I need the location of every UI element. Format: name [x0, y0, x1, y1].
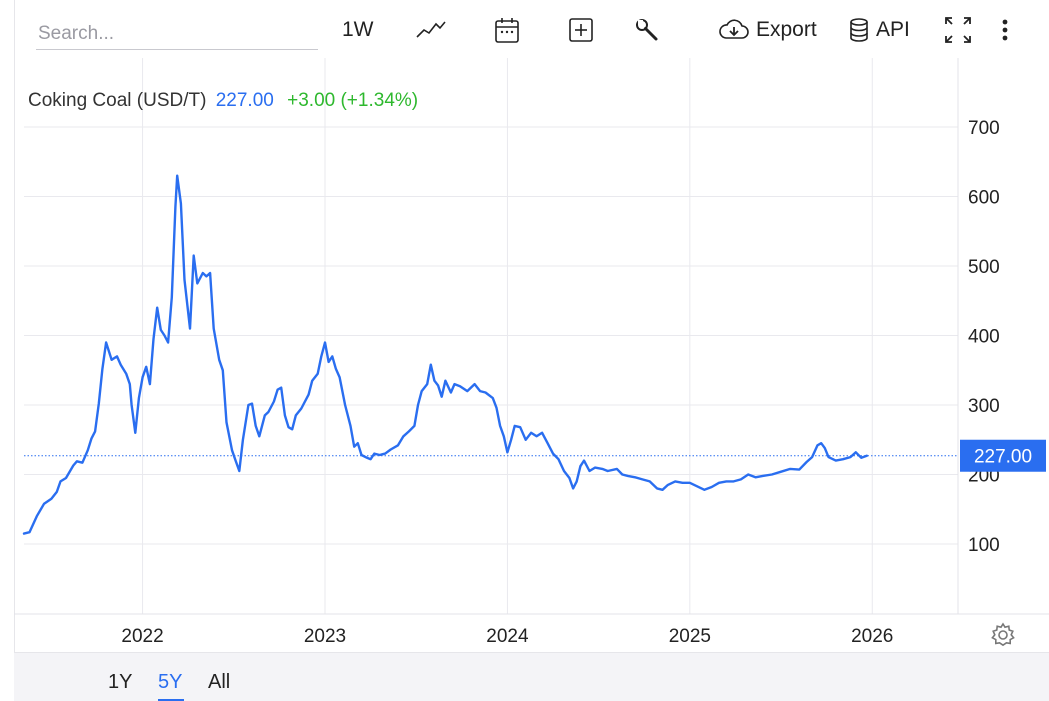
series-last-value: 227.00 [215, 90, 274, 111]
search-input[interactable] [36, 18, 318, 48]
settings-gear-icon[interactable] [990, 622, 1016, 648]
x-tick-label: 2023 [304, 626, 346, 647]
indicators-button[interactable] [634, 14, 660, 46]
interval-label: 1W [342, 18, 374, 41]
y-tick-label: 500 [968, 257, 1000, 278]
y-tick-label: 400 [968, 327, 1000, 348]
add-square-icon [568, 17, 594, 43]
api-label: API [876, 18, 910, 41]
range-selector: 1Y 5Y All [14, 652, 1049, 701]
series-line [22, 174, 868, 535]
x-tick-label: 2026 [851, 626, 893, 647]
y-tick-label: 300 [968, 396, 1000, 417]
chart-type-button[interactable] [416, 14, 446, 46]
range-5y-button[interactable]: 5Y [158, 671, 183, 693]
x-tick-label: 2025 [669, 626, 711, 647]
more-vertical-icon [1000, 17, 1010, 43]
chart-frame [14, 0, 1049, 700]
series-change: +3.00 (+1.34%) [287, 90, 419, 111]
interval-button[interactable]: 1W [342, 14, 374, 46]
api-button[interactable]: API [848, 14, 910, 46]
fullscreen-button[interactable] [944, 14, 972, 46]
more-options-button[interactable] [1000, 14, 1010, 46]
last-value-tag-label: 227.00 [974, 447, 1032, 468]
wrench-icon [634, 17, 660, 43]
range-all-button[interactable]: All [208, 671, 231, 693]
range-1y-button[interactable]: 1Y [108, 671, 133, 693]
compare-button[interactable] [568, 14, 594, 46]
fullscreen-icon [944, 16, 972, 44]
last-value-tag [960, 439, 1046, 472]
chart-toolbar: 1W [14, 0, 1049, 58]
line-chart-icon [416, 20, 446, 40]
chart-legend: Coking Coal (USD/T) 227.00 +3.00 (+1.34%… [28, 90, 418, 112]
calendar-icon [494, 16, 520, 44]
x-tick-label: 2022 [121, 626, 163, 647]
x-tick-label: 2024 [486, 626, 529, 647]
series-name: Coking Coal (USD/T) [28, 90, 207, 111]
cloud-download-icon [718, 18, 750, 42]
y-tick-label: 700 [968, 118, 1000, 139]
y-tick-label: 600 [968, 188, 1000, 209]
database-icon [848, 17, 870, 43]
search-box [36, 18, 318, 50]
date-range-button[interactable] [494, 14, 520, 46]
y-tick-label: 100 [968, 535, 1000, 556]
export-button[interactable]: Export [718, 14, 817, 46]
export-label: Export [756, 18, 817, 41]
